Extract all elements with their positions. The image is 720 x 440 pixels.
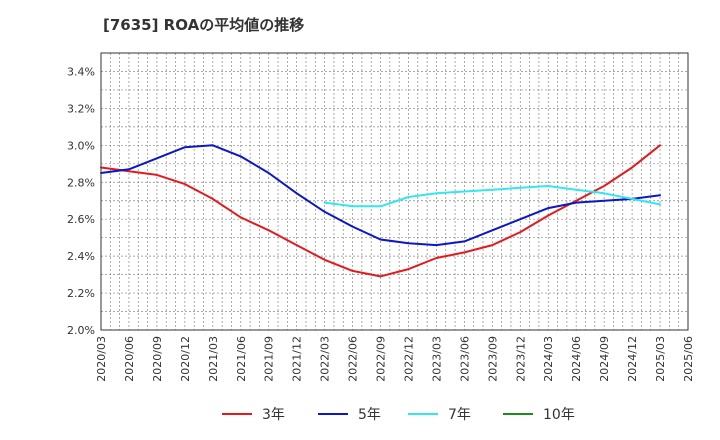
y-tick-label: 2.0% (67, 324, 95, 337)
x-tick-label: 2020/12 (179, 336, 192, 382)
x-tick-label: 2020/06 (123, 336, 136, 382)
x-tick-label: 2024/09 (598, 336, 611, 382)
y-tick-label: 3.2% (67, 102, 95, 115)
legend-label: 7年 (448, 407, 471, 423)
x-tick-label: 2025/03 (654, 336, 667, 382)
y-axis-ticks: 2.0% 2.2% 2.4% 2.6% 2.8% 3.0% 3.2% 3.4% (67, 65, 95, 337)
y-tick-label: 3.4% (67, 65, 95, 78)
x-tick-label: 2024/12 (626, 336, 639, 382)
x-tick-label: 2020/03 (95, 336, 108, 382)
y-tick-label: 2.2% (67, 287, 95, 300)
y-tick-label: 2.6% (67, 213, 95, 226)
series-line-3 (323, 185, 661, 208)
x-tick-label: 2023/12 (514, 336, 527, 382)
x-tick-label: 2021/12 (291, 336, 304, 382)
x-tick-label: 2023/03 (430, 336, 443, 382)
x-tick-label: 2022/12 (402, 336, 415, 382)
x-tick-label: 2025/06 (682, 336, 695, 382)
x-tick-label: 2021/09 (263, 336, 276, 382)
series-line-1 (100, 144, 661, 278)
plot-frame (100, 52, 689, 331)
x-tick-label: 2021/06 (235, 336, 248, 382)
x-tick-label: 2023/09 (486, 336, 499, 382)
x-tick-label: 2022/03 (319, 336, 332, 382)
x-tick-label: 2024/03 (542, 336, 555, 382)
x-tick-label: 2023/06 (458, 336, 471, 382)
x-tick-label: 2020/09 (151, 336, 164, 382)
chart-title: [7635] ROAの平均値の推移 (103, 16, 305, 34)
grid-layer (100, 52, 689, 331)
y-tick-label: 2.8% (67, 176, 95, 189)
y-tick-label: 2.4% (67, 250, 95, 263)
x-axis-ticks: 2020/03 2020/06 2020/09 2020/12 2021/03 2021/… (95, 336, 695, 382)
x-tick-label: 2022/09 (375, 336, 388, 382)
legend: 3年 5年 7年 10年 (222, 407, 575, 423)
x-tick-label: 2021/03 (207, 336, 220, 382)
y-tick-label: 3.0% (67, 139, 95, 152)
legend-label: 5年 (358, 407, 381, 423)
series-layer (100, 144, 661, 278)
legend-label: 3年 (262, 407, 285, 423)
legend-label: 10年 (543, 407, 575, 423)
x-tick-label: 2024/06 (570, 336, 583, 382)
x-tick-label: 2022/06 (347, 336, 360, 382)
series-line-2 (100, 144, 661, 247)
